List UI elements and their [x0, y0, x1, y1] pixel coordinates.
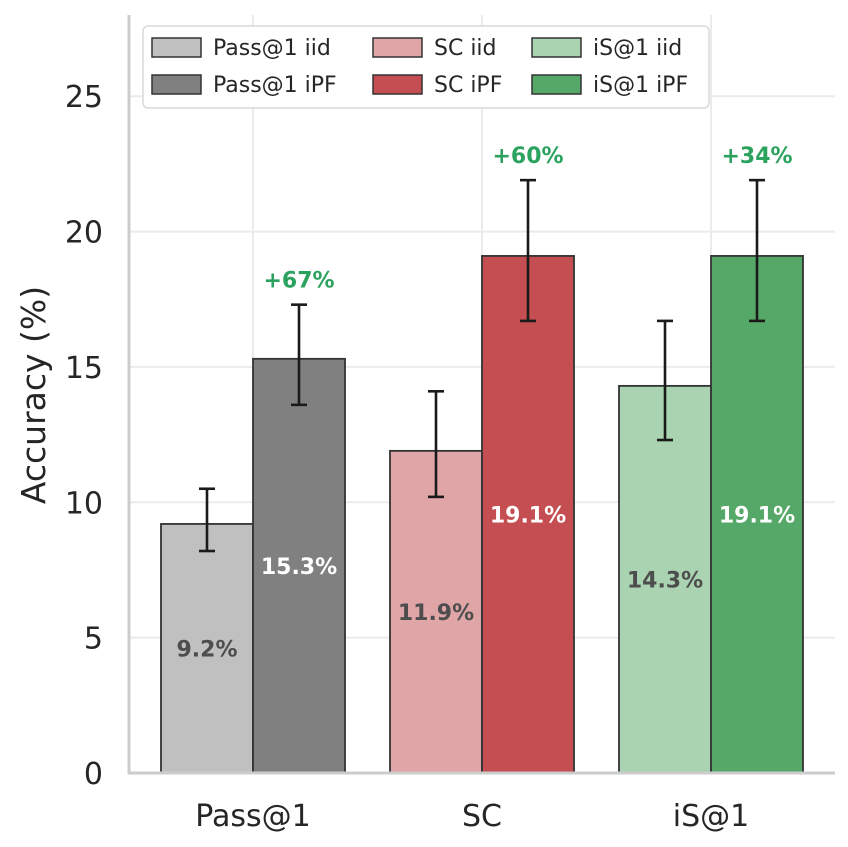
bar-value-label: 11.9%	[398, 601, 474, 626]
legend-entry: SC iid	[434, 36, 497, 61]
x-tick-label: Pass@1	[195, 799, 310, 834]
legend-swatch	[372, 37, 423, 58]
x-tick-label: iS@1	[673, 799, 749, 834]
axes: 0 5 10 15 20 25 Pass@1 SC iS@1	[65, 15, 835, 834]
bar-value-label: 19.1%	[490, 503, 566, 528]
bar-value-label: 15.3%	[261, 555, 337, 580]
improvement-label: +60%	[492, 144, 563, 169]
legend-entry: iS@1 iPF	[593, 73, 688, 98]
legend-entry: Pass@1 iPF	[213, 73, 337, 98]
legend-swatch	[531, 74, 582, 95]
legend-swatch	[372, 74, 423, 95]
y-tick-label: 5	[84, 622, 103, 657]
y-tick-label: 15	[65, 351, 103, 386]
legend-entry: iS@1 iid	[593, 36, 682, 61]
legend-swatch	[531, 37, 582, 58]
y-axis-title: Accuracy (%)	[14, 286, 53, 504]
y-tick-label: 20	[65, 216, 103, 251]
bars	[160, 178, 804, 774]
bar-sc-iid	[389, 449, 483, 774]
x-tick-label: SC	[462, 799, 502, 834]
bar-sc-ipf	[481, 255, 575, 774]
improvement-label: +34%	[721, 144, 792, 169]
legend-entry: Pass@1 iid	[213, 36, 331, 61]
legend-swatch	[151, 37, 202, 58]
bar-is-1-ipf	[710, 255, 804, 774]
legend: Pass@1 iid Pass@1 iPF SC iid SC iPF iS@1 iid…	[142, 25, 710, 109]
legend-entry: SC iPF	[434, 73, 502, 98]
bar-pass-1-ipf	[252, 357, 346, 774]
improvement-label: +67%	[263, 269, 334, 294]
bar-pass-1-iid	[160, 523, 254, 774]
labels: 9.2% 15.3% +67% 11.9% 19.1% +60% 14.3% 19.1% +34…	[176, 144, 795, 662]
bar-value-label: 9.2%	[176, 637, 237, 662]
y-tick-label: 0	[84, 757, 103, 792]
y-tick-label: 25	[65, 80, 103, 115]
y-tick-label: 10	[65, 486, 103, 521]
legend-swatch	[151, 74, 202, 95]
bar-value-label: 14.3%	[627, 568, 703, 593]
bar-value-label: 19.1%	[719, 503, 795, 528]
